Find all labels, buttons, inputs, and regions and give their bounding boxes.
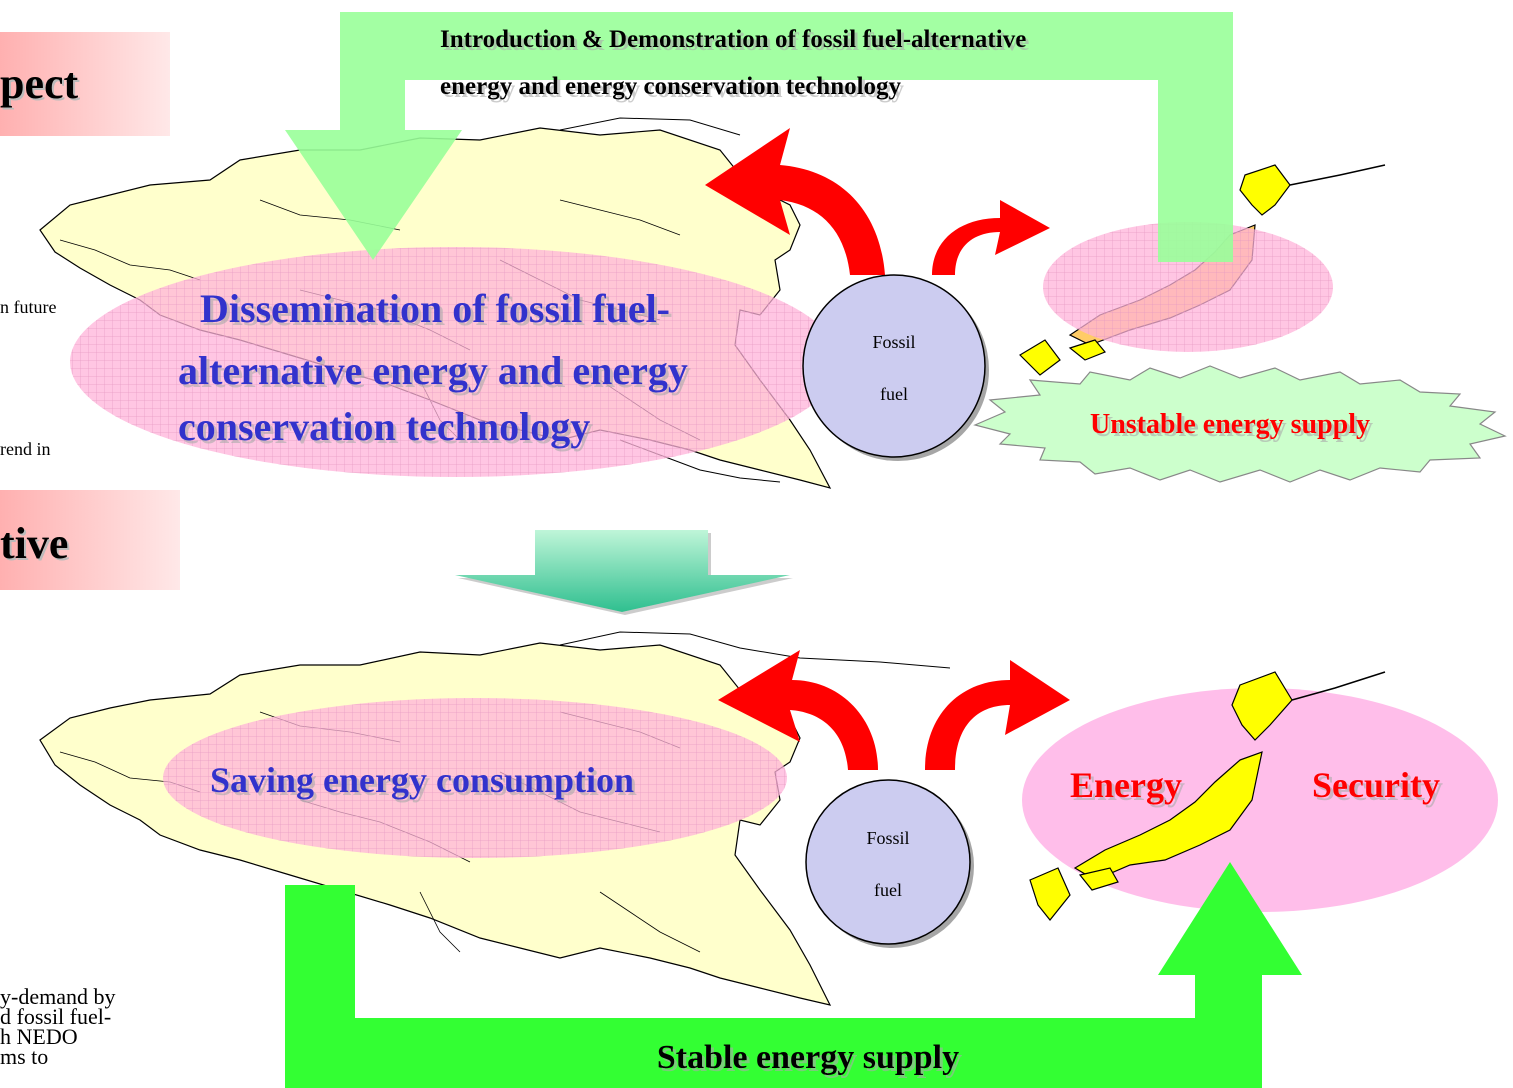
red-arrow-bottom-right <box>925 660 1070 770</box>
introduction-arrow <box>285 12 1233 262</box>
left-text-fragment: d fossil fuel- <box>0 1004 112 1029</box>
section-heading-objective: tive <box>0 519 69 568</box>
section-heading-prospect: pect <box>0 59 79 108</box>
left-text-fragment: n future <box>0 297 57 317</box>
red-arrow-bottom-left <box>718 650 878 770</box>
fossil-fuel-circle-bottom: Fossil fuel <box>805 779 974 948</box>
energy-label: Energy <box>1070 765 1182 805</box>
saving-label: Saving energy consumption <box>210 760 634 800</box>
security-label: Security <box>1312 765 1440 805</box>
introduction-label-line1: Introduction & Demonstration of fossil f… <box>440 26 1026 53</box>
fossil-fuel-label-top-1: Fossil <box>872 332 915 352</box>
unstable-label: Unstable energy supply <box>1090 409 1370 440</box>
fossil-fuel-circle-top: Fossil fuel <box>802 274 989 461</box>
dissemination-line2: alternative energy and energy <box>178 348 688 393</box>
introduction-label-line2: energy and energy conservation technolog… <box>440 73 902 100</box>
red-arrow-top-right <box>932 200 1050 275</box>
stable-supply-arrow <box>285 862 1302 1088</box>
left-text-fragment: h NEDO <box>0 1024 78 1049</box>
fossil-fuel-label-bottom-1: Fossil <box>866 828 909 848</box>
bottom-japan-shape <box>1029 671 1386 921</box>
left-text-fragment: y-demand by <box>0 984 116 1009</box>
left-text-fragment: ms to <box>0 1044 49 1069</box>
red-arrow-top-left <box>705 128 885 275</box>
fossil-fuel-label-bottom-2: fuel <box>874 880 902 900</box>
dissemination-line3: conservation technology <box>178 404 590 449</box>
unstable-burst: Unstable energy supply <box>973 365 1507 483</box>
left-text-fragment: rend in <box>0 439 51 459</box>
fossil-fuel-label-top-2: fuel <box>880 384 908 404</box>
transition-arrow <box>455 530 790 612</box>
dissemination-line1: Dissemination of fossil fuel- <box>200 286 670 331</box>
stable-label: Stable energy supply <box>657 1039 959 1076</box>
